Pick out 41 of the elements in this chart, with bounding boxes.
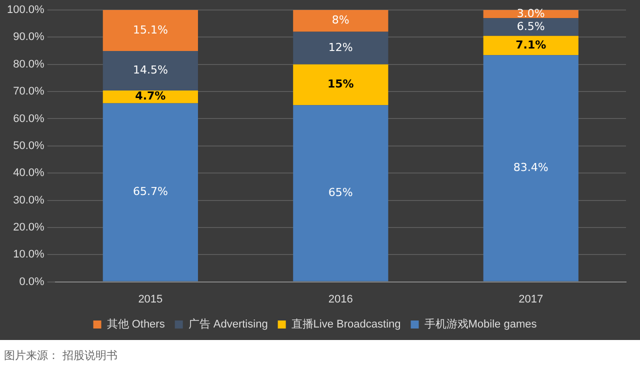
y-tick-label: 50.0% <box>13 140 45 152</box>
bar <box>483 18 578 36</box>
bar <box>293 105 388 282</box>
data-label: 6.5% <box>516 20 545 33</box>
y-tick-label: 60.0% <box>13 112 45 125</box>
bar <box>102 51 198 90</box>
x-tick-label: 2015 <box>138 293 163 306</box>
data-label: 15% <box>327 78 354 91</box>
data-label: 65.7% <box>132 185 168 198</box>
data-label: 65% <box>328 186 353 200</box>
data-label: 8% <box>332 14 350 27</box>
legend-label: 直播Live Broadcasting <box>291 318 401 331</box>
legend-label: 其他 Others <box>106 318 166 331</box>
x-tick-label: 2017 <box>518 293 544 306</box>
y-tick-label: 80.0% <box>13 58 45 70</box>
bar <box>293 64 388 106</box>
data-label: 4.7% <box>135 90 166 103</box>
bar <box>293 10 388 32</box>
data-label: 12% <box>328 40 353 54</box>
text: 图片来源： 招股说明书 <box>4 348 118 363</box>
y-tick-label: 40.0% <box>13 167 45 180</box>
data-label: 83.4% <box>513 161 548 174</box>
data-label: 3.0% <box>516 6 545 20</box>
legend-label: 广告 Advertising <box>188 318 268 331</box>
y-tick-label: 20.0% <box>13 221 45 234</box>
bar <box>483 36 578 56</box>
y-tick-label: 100.0% <box>6 4 45 16</box>
data-label: 14.5% <box>132 64 168 77</box>
y-tick-label: 0.0% <box>19 276 45 288</box>
data-label: 7.1% <box>516 38 546 52</box>
bar <box>293 32 388 64</box>
legend-label: 手机游戏Mobile games <box>424 318 538 331</box>
x-tick-label: 2016 <box>328 293 353 306</box>
bar <box>483 55 578 282</box>
data-label: 15.1% <box>132 23 168 36</box>
y-tick-label: 10.0% <box>13 248 45 261</box>
bar <box>102 103 198 282</box>
y-tick-label: 30.0% <box>13 194 45 206</box>
y-tick-label: 70.0% <box>13 86 45 98</box>
y-tick-label: 90.0% <box>13 31 45 44</box>
bar <box>102 10 198 52</box>
